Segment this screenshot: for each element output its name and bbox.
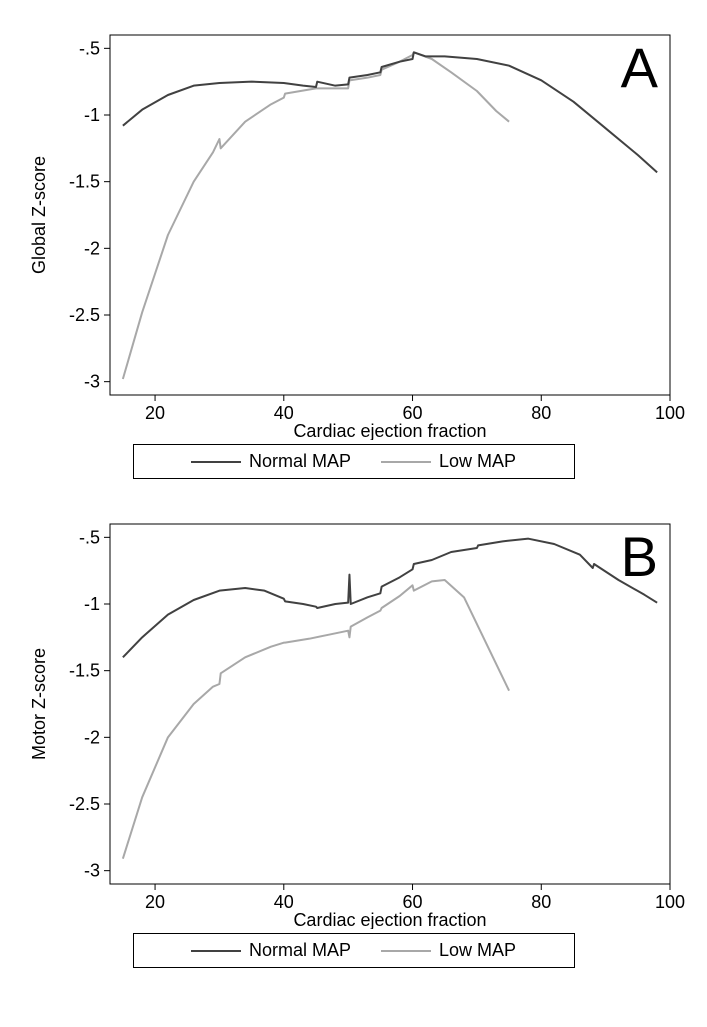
legend-label: Normal MAP [249, 451, 351, 472]
x-axis-label: Cardiac ejection fraction [293, 910, 486, 929]
y-axis-label: Motor Z-score [29, 648, 49, 760]
x-tick-label: 60 [403, 892, 423, 912]
series-low [123, 580, 509, 859]
y-tick-label: -.5 [79, 527, 100, 547]
x-axis-label: Cardiac ejection fraction [293, 421, 486, 440]
legend-item-normal: Normal MAP [191, 451, 351, 472]
y-tick-label: -2.5 [69, 305, 100, 325]
series-normal [123, 52, 657, 172]
legend-label: Low MAP [439, 940, 516, 961]
chart-svg: 20 40 60 80 100 -3 -2.5 -2 -1.5 -1 -.5 Cardiac ejec… [20, 20, 690, 440]
y-tick-label: -1 [84, 105, 100, 125]
legend-item-low: Low MAP [381, 451, 516, 472]
legend-swatch [381, 950, 431, 952]
y-tick-label: -1.5 [69, 172, 100, 192]
legend: Normal MAP Low MAP [133, 444, 575, 479]
x-tick-label: 40 [274, 403, 294, 423]
chart-svg: 20 40 60 80 100 -3 -2.5 -2 -1.5 -1 -.5 Cardiac ejec… [20, 509, 690, 929]
y-tick-label: -3 [84, 372, 100, 392]
y-tick-label: -3 [84, 861, 100, 881]
y-tick-label: -2 [84, 238, 100, 258]
y-tick-label: -1 [84, 594, 100, 614]
y-tick-label: -2.5 [69, 794, 100, 814]
legend-label: Normal MAP [249, 940, 351, 961]
legend-swatch [191, 461, 241, 463]
x-tick-label: 20 [145, 403, 165, 423]
panel-letter: B [621, 525, 658, 588]
legend-item-low: Low MAP [381, 940, 516, 961]
legend-item-normal: Normal MAP [191, 940, 351, 961]
x-tick-label: 80 [531, 892, 551, 912]
panel-letter: A [621, 36, 659, 99]
legend-label: Low MAP [439, 451, 516, 472]
x-tick-label: 20 [145, 892, 165, 912]
y-tick-label: -2 [84, 727, 100, 747]
x-tick-label: 80 [531, 403, 551, 423]
x-tick-label: 60 [403, 403, 423, 423]
legend-swatch [191, 950, 241, 952]
legend-swatch [381, 461, 431, 463]
chart-panel-B: 20 40 60 80 100 -3 -2.5 -2 -1.5 -1 -.5 Cardiac ejec… [20, 509, 687, 968]
y-axis-label: Global Z-score [29, 156, 49, 274]
x-tick-label: 100 [655, 403, 685, 423]
series-low [123, 52, 509, 379]
y-tick-label: -1.5 [69, 661, 100, 681]
legend: Normal MAP Low MAP [133, 933, 575, 968]
chart-panel-A: 20 40 60 80 100 -3 -2.5 -2 -1.5 -1 -.5 Cardiac ejec… [20, 20, 687, 479]
x-tick-label: 100 [655, 892, 685, 912]
x-tick-label: 40 [274, 892, 294, 912]
y-tick-label: -.5 [79, 38, 100, 58]
series-normal [123, 539, 657, 658]
